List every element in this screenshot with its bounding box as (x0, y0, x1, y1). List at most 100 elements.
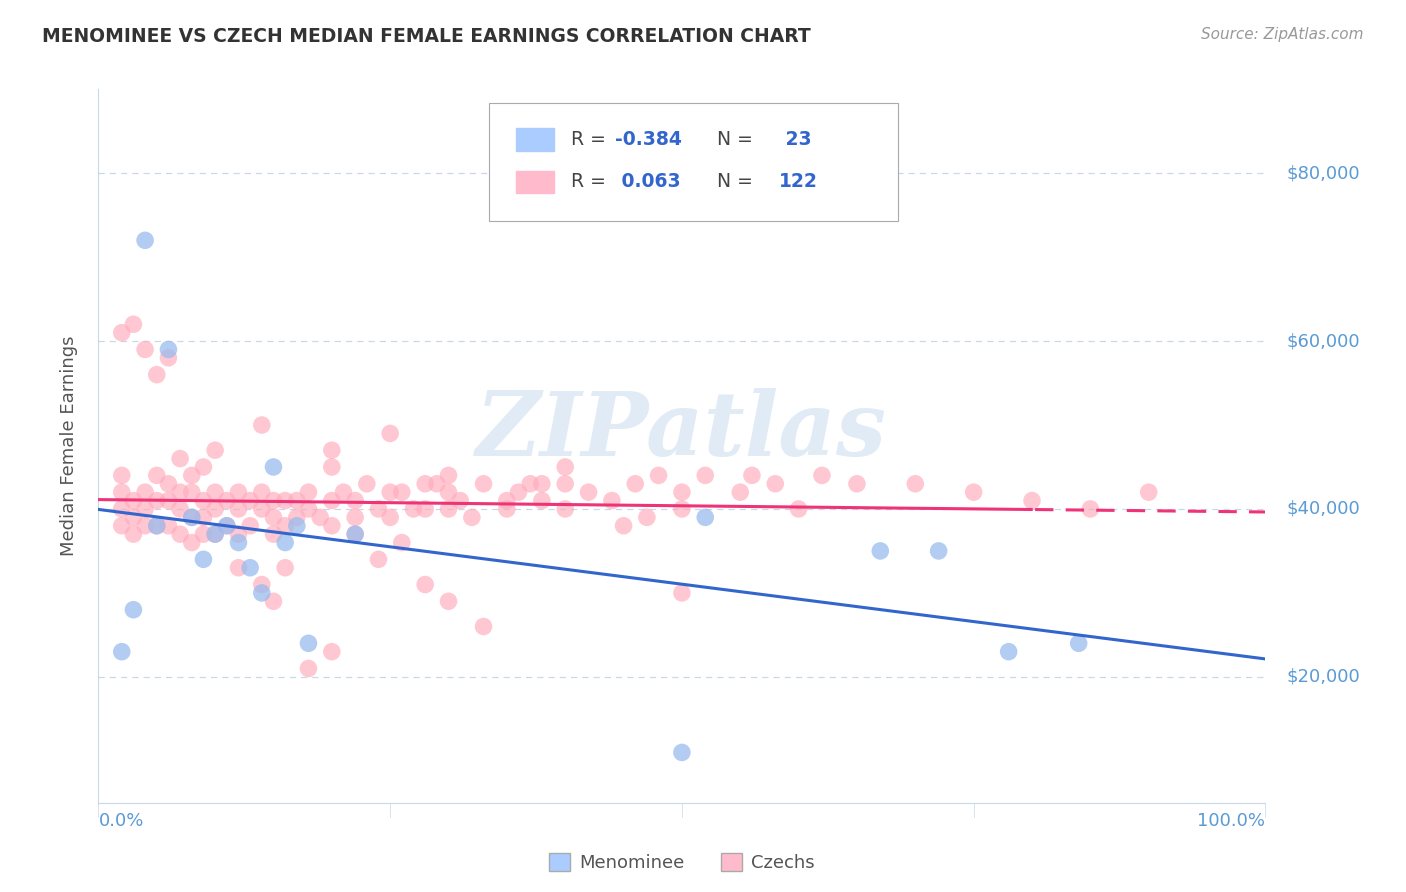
Point (437, 468, 460, 483)
Point (869, 544, 891, 558)
Point (157, 343, 180, 357)
Point (344, 493, 367, 508)
Point (378, 510, 402, 524)
Point (530, 493, 553, 508)
Point (193, 493, 215, 508)
Bar (516, 170, 554, 194)
Point (193, 510, 215, 524)
Point (180, 510, 202, 524)
Point (180, 468, 202, 483)
Point (134, 233, 156, 247)
Point (228, 502, 250, 516)
Point (554, 476, 576, 491)
Point (600, 493, 623, 508)
Point (437, 502, 460, 516)
Point (904, 476, 927, 491)
Point (239, 493, 262, 508)
Point (461, 510, 484, 524)
Point (730, 485, 752, 500)
Text: N =: N = (706, 172, 759, 192)
Point (274, 493, 297, 508)
Point (612, 518, 634, 533)
Point (787, 502, 810, 516)
Point (402, 502, 425, 516)
Text: $40,000: $40,000 (1286, 500, 1360, 518)
Point (530, 476, 553, 491)
Point (122, 510, 145, 524)
Point (495, 502, 517, 516)
Point (695, 510, 717, 524)
Point (321, 493, 343, 508)
Point (344, 510, 367, 524)
Point (741, 468, 763, 483)
Point (180, 535, 202, 549)
Point (274, 535, 297, 549)
Point (169, 527, 191, 541)
Point (239, 560, 262, 574)
Point (134, 502, 156, 516)
Point (111, 518, 134, 533)
Point (134, 343, 156, 357)
Point (647, 468, 669, 483)
Point (111, 468, 134, 483)
Point (344, 527, 367, 541)
Text: Source: ZipAtlas.com: Source: ZipAtlas.com (1201, 27, 1364, 42)
Point (554, 460, 576, 475)
Point (671, 586, 693, 600)
Point (169, 485, 191, 500)
Point (180, 485, 202, 500)
Point (413, 476, 436, 491)
Point (1137, 485, 1160, 500)
Point (811, 468, 834, 483)
Point (204, 527, 226, 541)
Point (146, 518, 169, 533)
Point (239, 518, 262, 533)
Point (250, 417, 273, 432)
Point (122, 318, 145, 332)
Point (321, 518, 343, 533)
Point (215, 518, 238, 533)
Point (204, 527, 226, 541)
Point (262, 510, 284, 524)
Point (111, 485, 134, 500)
Text: ZIPatlas: ZIPatlas (477, 389, 887, 475)
Point (997, 645, 1019, 659)
Point (250, 485, 273, 500)
Point (671, 485, 693, 500)
Text: 23: 23 (779, 129, 811, 149)
Point (157, 518, 180, 533)
Point (169, 451, 191, 466)
Point (1067, 636, 1090, 650)
Point (426, 476, 449, 491)
Point (262, 460, 284, 475)
Point (391, 485, 413, 500)
Point (378, 485, 402, 500)
Text: $60,000: $60,000 (1286, 332, 1360, 350)
Point (378, 426, 402, 441)
Point (111, 502, 134, 516)
Point (413, 502, 436, 516)
Point (508, 485, 530, 500)
Point (157, 476, 180, 491)
Point (146, 368, 169, 382)
FancyBboxPatch shape (489, 103, 898, 221)
Text: -0.384: -0.384 (616, 129, 682, 149)
Point (344, 527, 367, 541)
Point (391, 535, 413, 549)
Point (180, 510, 202, 524)
Text: R =: R = (571, 129, 612, 149)
Point (962, 485, 984, 500)
Point (297, 661, 319, 675)
Point (204, 443, 226, 458)
Point (928, 544, 950, 558)
Point (285, 493, 308, 508)
Y-axis label: Median Female Earnings: Median Female Earnings (59, 335, 77, 557)
Text: $80,000: $80,000 (1286, 164, 1360, 182)
Bar (516, 128, 554, 151)
Point (437, 594, 460, 608)
Text: 100.0%: 100.0% (1198, 812, 1265, 830)
Point (193, 527, 215, 541)
Point (228, 535, 250, 549)
Point (845, 476, 868, 491)
Text: 0.063: 0.063 (616, 172, 681, 192)
